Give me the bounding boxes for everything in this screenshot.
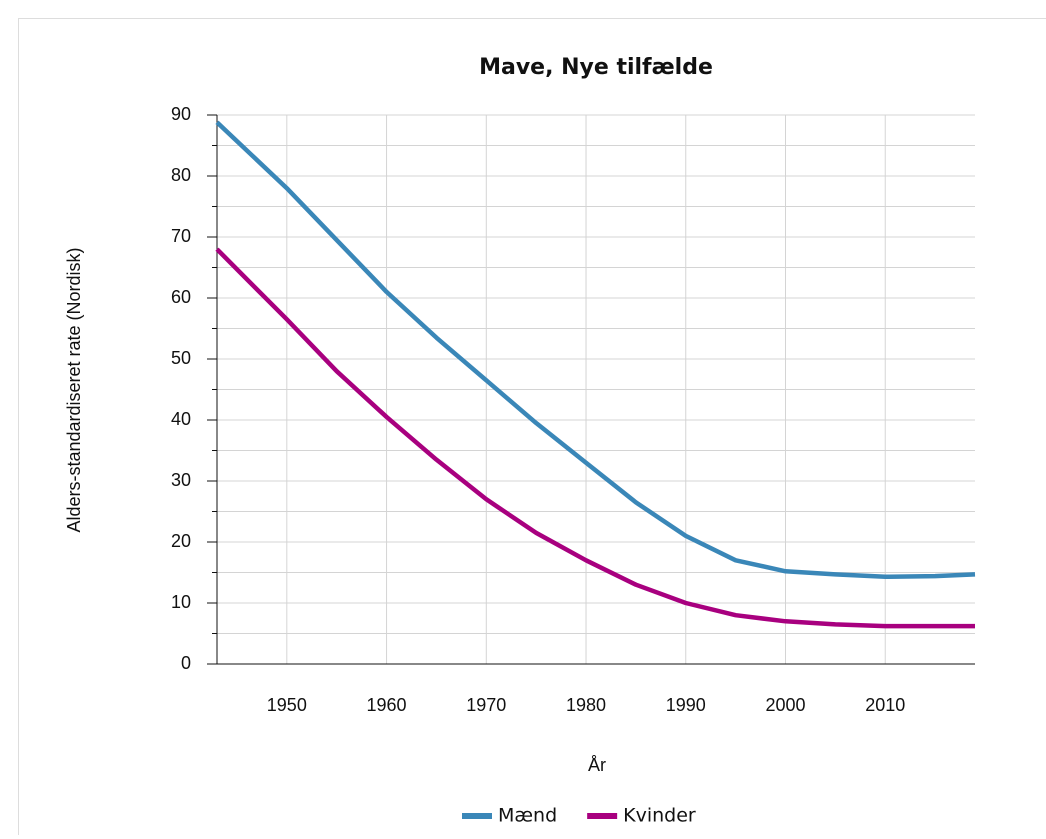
y-tick-label: 90 [171,104,191,124]
chart-title: Mave, Nye tilfælde [479,55,713,80]
y-tick-label: 20 [171,531,191,551]
x-tick-label: 1970 [466,695,506,715]
y-tick-label: 40 [171,409,191,429]
x-tick-label: 1980 [566,695,606,715]
x-axis-label: År [588,755,606,775]
series-line [217,249,975,626]
x-tick-label: 2010 [865,695,905,715]
y-tick-label: 60 [171,287,191,307]
y-tick-label: 80 [171,165,191,185]
y-tick-label: 70 [171,226,191,246]
y-tick-label: 10 [171,592,191,612]
x-tick-label: 1990 [666,695,706,715]
x-tick-label: 1960 [367,695,407,715]
x-tick-label: 2000 [765,695,805,715]
y-tick-label: 50 [171,348,191,368]
y-tick-label: 30 [171,470,191,490]
y-tick-label: 0 [181,653,191,673]
series-line [217,122,975,576]
legend-label: Kvinder [623,805,696,827]
legend-label: Mænd [498,805,557,827]
y-axis-label: Alders-standardiseret rate (Nordisk) [64,247,84,532]
x-tick-label: 1950 [267,695,307,715]
